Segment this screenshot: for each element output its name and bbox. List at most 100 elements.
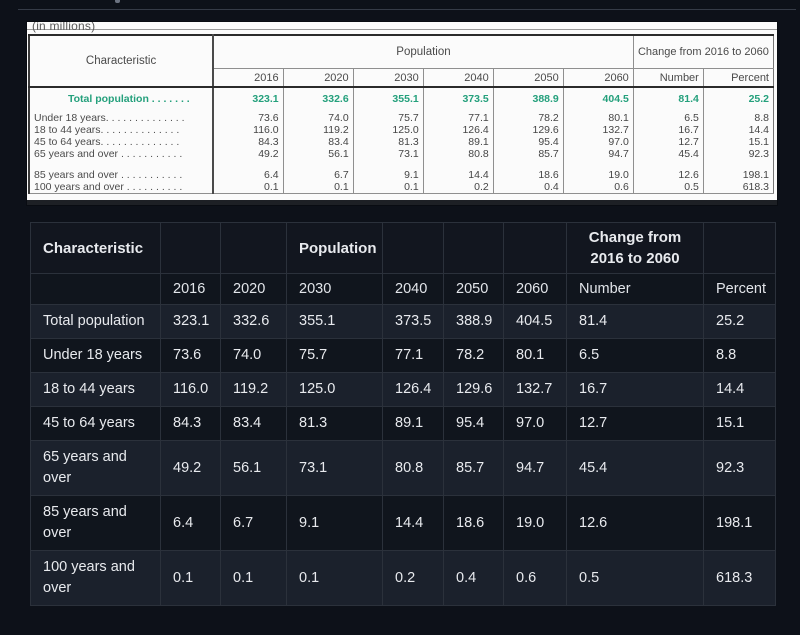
row-label: 65 years and over . . . . . . . . . . . xyxy=(29,148,215,160)
cell-value: 119.2 xyxy=(283,124,354,136)
cell-value: 6.4 xyxy=(213,169,284,181)
cell-value: 83.4 xyxy=(283,136,354,148)
table-row: Under 18 years. . . . . . . . . . . . . … xyxy=(29,112,774,124)
cell-value: 75.7 xyxy=(353,112,424,124)
population-header: Population xyxy=(286,222,383,274)
row-label: 45 to 64 years xyxy=(30,406,161,441)
cell-value: 373.5 xyxy=(423,87,494,112)
cell-value: 14.4 xyxy=(703,372,776,407)
empty-header-cell xyxy=(443,222,504,274)
cell-value: 323.1 xyxy=(160,304,221,339)
cell-value: 126.4 xyxy=(423,124,494,136)
cell-value: 94.7 xyxy=(563,148,634,160)
cell-value: 129.6 xyxy=(443,372,504,407)
cell-value: 0.2 xyxy=(382,550,444,606)
cell-value: 198.1 xyxy=(742,169,769,181)
cell-value: 16.7 xyxy=(566,372,704,407)
spacer-label-cell xyxy=(29,160,215,169)
row-label: 85 years and over . . . . . . . . . . . xyxy=(29,169,215,181)
cropped-title-fragment xyxy=(115,0,120,3)
characteristic-header: Characteristic xyxy=(29,34,215,88)
spacer-cell xyxy=(423,160,494,169)
spacer-cell xyxy=(633,160,704,169)
cell-value: 14.4 xyxy=(423,169,494,181)
percent-header: Percent xyxy=(703,68,774,88)
cell-value: 12.6 xyxy=(566,495,704,551)
year-header: 2020 xyxy=(220,273,287,305)
cell-value: 56.1 xyxy=(283,148,354,160)
spacer-cell xyxy=(703,160,773,169)
cell-value: 81.4 xyxy=(633,87,704,112)
empty-header-cell xyxy=(220,222,287,274)
year-header: 2040 xyxy=(423,68,494,88)
year-header: 2016 xyxy=(160,273,221,305)
cell-value: 16.7 xyxy=(633,124,704,136)
cell-value: 12.6 xyxy=(633,169,704,181)
year-header: 2016 xyxy=(213,68,284,88)
table-row: 18 to 44 years. . . . . . . . . . . . . … xyxy=(29,124,774,136)
cell-value: 0.1 xyxy=(220,550,287,606)
cell-value: 18.6 xyxy=(493,169,564,181)
spacer-cell xyxy=(493,160,564,169)
cell-value: 198.1 xyxy=(703,495,776,551)
cell-value: 0.5 xyxy=(633,181,704,194)
year-header: 2030 xyxy=(286,273,383,305)
cell-value: 8.8 xyxy=(703,338,776,373)
cell-value: 0.4 xyxy=(493,181,564,194)
top-divider xyxy=(18,9,796,10)
row-label: 18 to 44 years xyxy=(30,372,161,407)
row-label: Total population xyxy=(30,304,161,339)
year-header: 2020 xyxy=(283,68,354,88)
cell-value: 132.7 xyxy=(563,124,634,136)
cell-value: 116.0 xyxy=(213,124,284,136)
cell-value: 404.5 xyxy=(563,87,634,112)
cell-value: 15.1 xyxy=(703,406,776,441)
cell-value: 0.1 xyxy=(286,550,383,606)
cell-value: 388.9 xyxy=(493,87,564,112)
cell-value: 9.1 xyxy=(353,169,424,181)
table-row: 85 years and over . . . . . . . . . . .6… xyxy=(29,169,774,181)
cell-value: 78.2 xyxy=(443,338,504,373)
cell-value: 95.4 xyxy=(493,136,564,148)
cell-value: 6.5 xyxy=(633,112,704,124)
source-table-image: (in millions) Characteristic Population … xyxy=(27,22,777,205)
cell-value: 355.1 xyxy=(353,87,424,112)
spacer-cell xyxy=(213,160,284,169)
cell-value: 80.1 xyxy=(563,112,634,124)
cell-value: 15.1 xyxy=(748,136,769,148)
cell-value: 89.1 xyxy=(423,136,494,148)
dark-header-row-1: Characteristic Population Change from 20… xyxy=(30,222,776,274)
cell-value: 0.1 xyxy=(213,181,284,194)
cell-value: 6.7 xyxy=(283,169,354,181)
cell-value: 373.5 xyxy=(382,304,444,339)
empty-header-cell xyxy=(382,222,444,274)
cell-value: 80.8 xyxy=(382,440,444,496)
dark-header-row-2: 2016 2020 2030 2040 2050 2060 Number Per… xyxy=(30,273,776,305)
cell-value: 132.7 xyxy=(503,372,567,407)
cell-value: 14.4 xyxy=(382,495,444,551)
empty-header-cell xyxy=(703,222,776,274)
table-row: 85 years and over 6.4 6.7 9.1 14.4 18.6 19.0 12… xyxy=(30,495,776,551)
cell-value: 81.3 xyxy=(286,406,383,441)
table-row: 45 to 64 years. . . . . . . . . . . . . … xyxy=(29,136,774,148)
cell-value: 77.1 xyxy=(423,112,494,124)
cell-value: 73.6 xyxy=(160,338,221,373)
cropped-rule xyxy=(27,29,777,30)
cell-value: 9.1 xyxy=(286,495,383,551)
row-label: 85 years and over xyxy=(30,495,161,551)
cell-value: 129.6 xyxy=(493,124,564,136)
empty-header-cell xyxy=(503,222,567,274)
cell-value: 56.1 xyxy=(220,440,287,496)
units-subtitle: (in millions) xyxy=(32,22,96,33)
row-label: Total population . . . . . . . xyxy=(29,87,215,112)
cell-value: 78.2 xyxy=(493,112,564,124)
cell-value: 12.7 xyxy=(633,136,704,148)
cell-value: 0.6 xyxy=(563,181,634,194)
year-header: 2060 xyxy=(563,68,634,88)
cell-value: 92.3 xyxy=(748,148,769,160)
cell-value: 94.7 xyxy=(503,440,567,496)
cell-value: 49.2 xyxy=(160,440,221,496)
cell-value: 80.8 xyxy=(423,148,494,160)
cell-value: 618.3 xyxy=(703,181,774,194)
table-row: 65 years and over 49.2 56.1 73.1 80.8 85.7 94.… xyxy=(30,440,776,496)
